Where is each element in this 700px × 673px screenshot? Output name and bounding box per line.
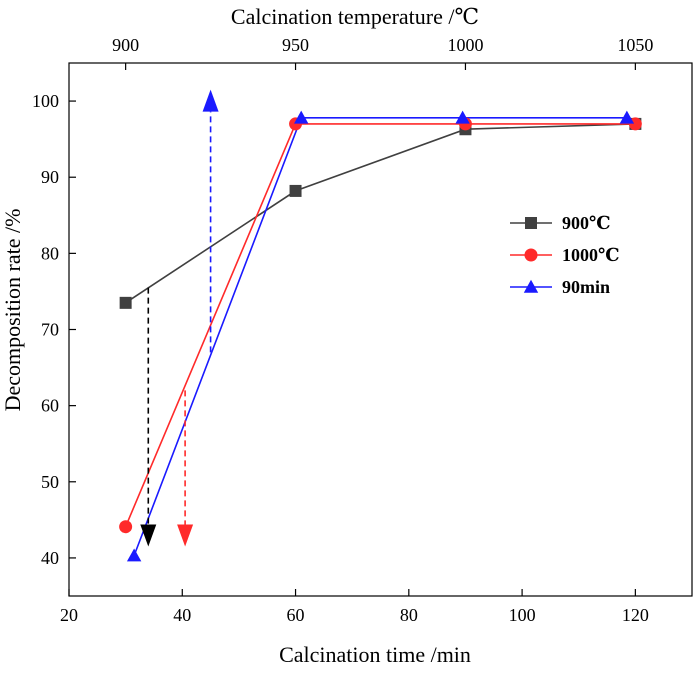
series-3-point xyxy=(294,110,309,124)
y-tick-label: 50 xyxy=(41,472,59,492)
y-tick-label: 60 xyxy=(41,396,59,416)
series-3-point xyxy=(619,110,635,124)
top-tick-label: 1000 xyxy=(447,35,483,55)
x-tick-label: 60 xyxy=(287,605,305,625)
legend-marker-1 xyxy=(525,217,537,229)
series-3-point xyxy=(126,548,142,562)
arrow-head-1 xyxy=(140,524,157,547)
legend-label-3: 90min xyxy=(562,277,610,297)
legend-label-1: 900℃ xyxy=(562,213,611,233)
top-tick-label: 950 xyxy=(282,35,309,55)
legend-label-2: 1000℃ xyxy=(562,245,620,265)
y-axis-title: Decomposition rate /% xyxy=(0,209,25,412)
arrow-head-2 xyxy=(177,524,194,547)
series-1-point xyxy=(289,184,302,197)
legend: 900℃ 1000℃ 90min xyxy=(510,213,620,297)
x-tick-label: 20 xyxy=(60,605,78,625)
legend-marker-3 xyxy=(523,279,539,293)
y-tick-label: 40 xyxy=(41,548,59,568)
x-tick-label: 120 xyxy=(622,605,649,625)
series-line-3 xyxy=(133,117,627,556)
series-2-point xyxy=(119,520,133,534)
top-tick-label: 900 xyxy=(112,35,139,55)
series-line-1 xyxy=(125,123,636,304)
y-tick-label: 90 xyxy=(41,167,59,187)
x-axis-title: Calcination time /min xyxy=(279,642,471,667)
y-tick-label: 100 xyxy=(32,91,59,111)
plot-frame xyxy=(68,62,693,597)
series-3-point xyxy=(455,110,470,124)
top-tick-label: 1050 xyxy=(617,35,653,55)
x-tick-label: 40 xyxy=(173,605,191,625)
x-tick-label: 100 xyxy=(509,605,536,625)
x-tick-label: 80 xyxy=(400,605,418,625)
arrow-head-3 xyxy=(202,89,219,112)
y-tick-label: 70 xyxy=(41,320,59,340)
y-tick-label: 80 xyxy=(41,243,59,263)
top-axis-title: Calcination temperature /℃ xyxy=(231,4,479,29)
series-1-point xyxy=(119,296,132,309)
legend-marker-2 xyxy=(524,248,538,262)
series-line-2 xyxy=(124,123,636,528)
